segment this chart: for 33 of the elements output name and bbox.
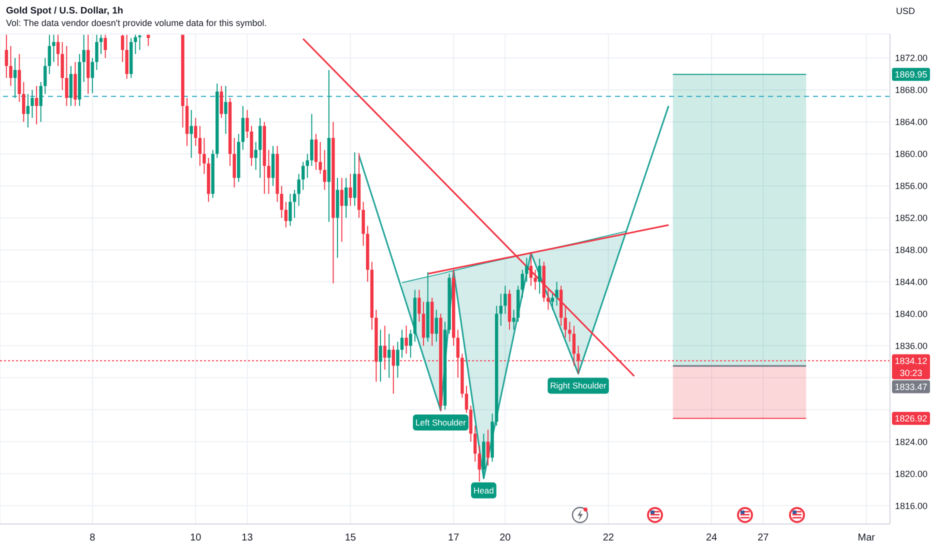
x-tick-label: 8: [90, 532, 96, 544]
annotation: 1826.92: [894, 413, 928, 424]
x-tick-label: 20: [500, 532, 512, 544]
y-tick-label: 1844.00: [895, 276, 928, 287]
y-tick-label: 1848.00: [895, 244, 928, 255]
ref-line-label: 1834.12 30:23: [894, 356, 928, 378]
y-tick-label: 1864.00: [895, 117, 928, 128]
annotation: Right Shoulder: [550, 380, 607, 391]
y-tick-label: 1836.00: [895, 340, 928, 351]
y-tick-label: 1860.00: [895, 149, 928, 160]
y-axis-title: USD: [896, 6, 916, 16]
x-tick-label: 13: [242, 532, 254, 544]
annotation: Head: [474, 485, 494, 496]
annotation: 1833.47: [894, 382, 928, 392]
x-tick-label: 27: [758, 532, 770, 544]
chart-title: Gold Spot / U.S. Dollar, 1h: [6, 5, 124, 16]
y-tick-label: 1872.00: [895, 53, 928, 64]
y-tick-label: 1840.00: [895, 308, 928, 319]
y-tick-label: 1824.00: [895, 436, 928, 447]
annotation: Left Shoulder: [415, 417, 466, 428]
x-tick-label: Mar: [858, 532, 876, 544]
x-tick-label: 15: [344, 532, 356, 544]
x-tick-label: 17: [448, 532, 460, 544]
y-tick-label: 1856.00: [895, 181, 928, 192]
y-tick-label: 1820.00: [895, 468, 928, 479]
x-tick-label: 24: [706, 532, 718, 544]
x-tick-label: 10: [190, 532, 202, 544]
y-tick-label: 1852.00: [895, 213, 928, 223]
y-tick-label: 1868.00: [895, 85, 928, 96]
text: Vol: The data vendor doesn't provide volume data for this symbol.: [6, 18, 267, 28]
x-tick-label: 22: [602, 532, 614, 544]
y-tick-label: 1816.00: [895, 500, 928, 511]
annotation: 1869.95: [894, 70, 928, 80]
